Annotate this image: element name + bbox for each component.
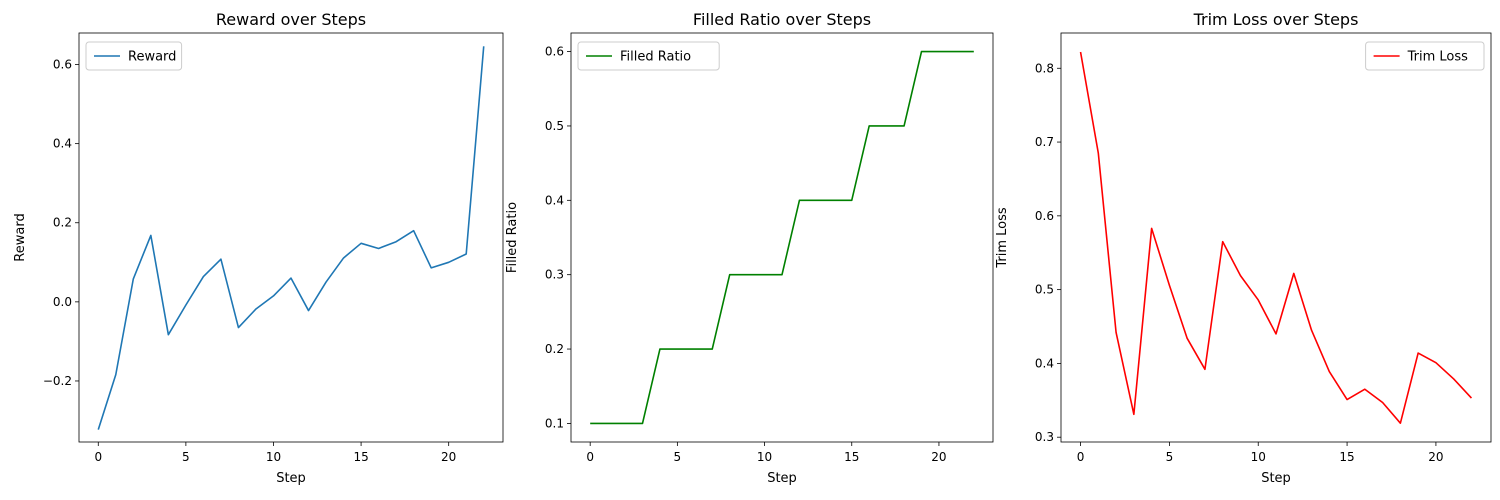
y-tick-label: 0.3 (1035, 430, 1054, 444)
x-tick-label: 20 (1428, 450, 1443, 464)
y-tick-label: 0.0 (53, 295, 72, 309)
legend: Filled Ratio (577, 41, 720, 71)
legend: Reward (85, 41, 183, 71)
chart-panel-3: Trim Loss over Steps 0 5 10 15 20 0.3 0.4 0.5 0.6… (995, 10, 1492, 486)
y-tick-label: 0.6 (1035, 209, 1054, 223)
x-tick-label: 5 (674, 450, 682, 464)
chart-panel-2: Filled Ratio over Steps 0 5 10 15 20 0.1 0.2 0.3… (505, 10, 994, 486)
x-tick-label: 5 (182, 450, 190, 464)
y-tick-label: 0.4 (545, 193, 564, 207)
x-tick-label: 10 (1251, 450, 1266, 464)
legend-label: Trim Loss (1407, 50, 1469, 65)
series-line-1 (590, 50, 974, 425)
y-tick-label: 0.2 (545, 342, 564, 356)
y-axis-label: Filled Ratio (505, 202, 520, 273)
x-tick-label: 0 (1077, 450, 1085, 464)
legend-box (85, 41, 183, 71)
x-axis-label: Step (276, 471, 306, 486)
x-axis-label: Step (1261, 471, 1291, 486)
x-tick-label: 20 (931, 450, 946, 464)
plot-frame (1060, 32, 1492, 443)
y-tick-label: 0.1 (545, 416, 564, 430)
y-tick-label: 0.4 (53, 137, 72, 151)
x-tick-label: 15 (353, 450, 368, 464)
x-tick-label: 15 (844, 450, 859, 464)
x-tick-label: 15 (1339, 450, 1354, 464)
y-tick-label: 0.4 (1035, 356, 1054, 370)
chart-title: Filled Ratio over Steps (693, 10, 871, 29)
legend-label: Reward (128, 50, 176, 65)
y-tick-label: −0.2 (43, 374, 72, 388)
chart-title: Trim Loss over Steps (1193, 10, 1359, 29)
y-tick-label: 0.2 (53, 216, 72, 230)
y-axis-label: Reward (13, 213, 28, 261)
y-axis-label: Trim Loss (995, 207, 1010, 269)
plot-frame (78, 32, 504, 443)
series-line-1 (97, 46, 485, 430)
x-tick-label: 0 (94, 450, 102, 464)
chart-panel-1: Reward over Steps 0 5 10 15 20 −0.2 0.0 0.2 0.4 0.… (13, 10, 504, 486)
legend-box (577, 41, 720, 71)
x-tick-label: 10 (266, 450, 281, 464)
series-line-1 (1079, 51, 1473, 424)
x-tick-label: 20 (441, 450, 456, 464)
y-tick-label: 0.8 (1035, 61, 1054, 75)
legend-label: Filled Ratio (620, 50, 691, 65)
legend-box (1365, 41, 1485, 71)
x-tick-label: 10 (757, 450, 772, 464)
y-tick-label: 0.5 (545, 119, 564, 133)
legend: Trim Loss (1365, 41, 1485, 71)
plot-frame (570, 32, 994, 443)
x-axis-label: Step (767, 471, 797, 486)
x-tick-label: 0 (586, 450, 594, 464)
chart-title: Reward over Steps (216, 10, 366, 29)
y-tick-label: 0.3 (545, 268, 564, 282)
y-tick-label: 0.6 (53, 58, 72, 72)
y-tick-label: 0.7 (1035, 135, 1054, 149)
y-tick-label: 0.5 (1035, 283, 1054, 297)
y-tick-label: 0.6 (545, 45, 564, 59)
x-tick-label: 5 (1166, 450, 1174, 464)
